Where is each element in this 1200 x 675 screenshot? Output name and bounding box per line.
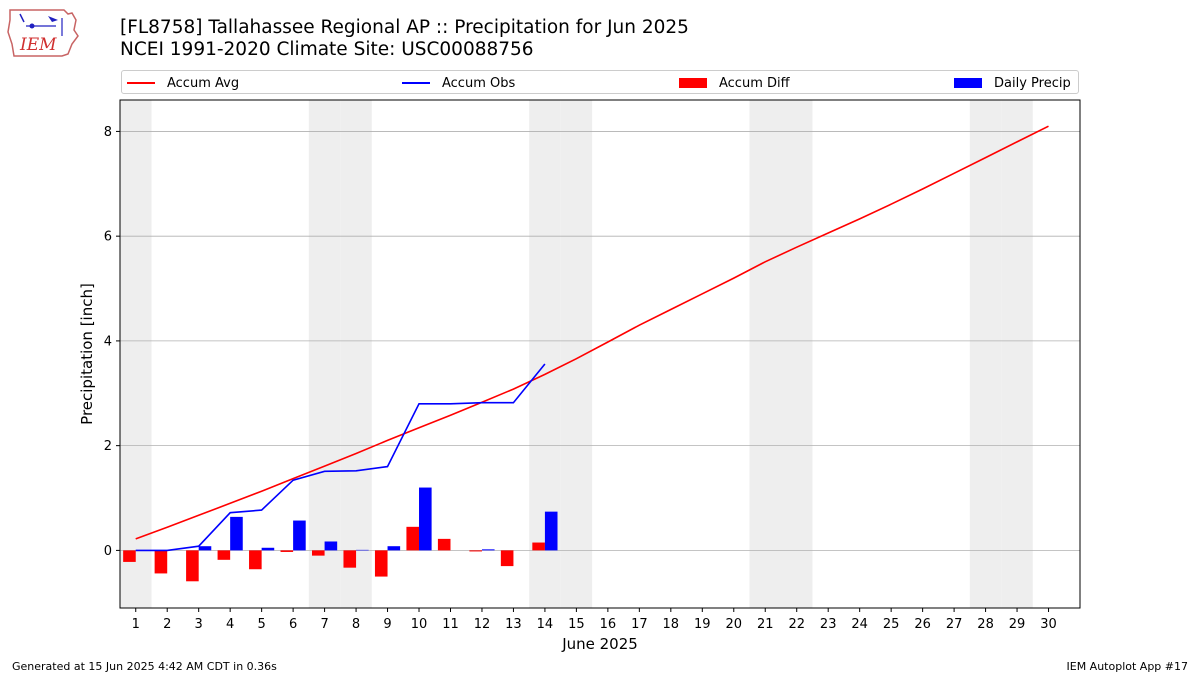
y-tick-label: 2 — [104, 439, 112, 454]
legend-swatch-accum-diff — [679, 78, 707, 88]
legend-swatch-daily-precip — [954, 78, 982, 88]
daily-precip-bar — [324, 541, 338, 551]
plot-frame — [119, 99, 1081, 609]
legend-label-accum-avg: Accum Avg — [167, 75, 240, 91]
daily-precip-bar — [261, 547, 275, 551]
weekend-band — [120, 100, 152, 608]
daily-precip-bar — [198, 546, 212, 551]
x-tick-label: 24 — [851, 617, 868, 632]
daily-precip-bar — [293, 520, 306, 551]
accum-diff-bar — [406, 526, 420, 551]
x-tick-label: 22 — [788, 617, 805, 632]
x-tick-label: 23 — [820, 617, 837, 632]
accum-diff-bar — [154, 550, 168, 574]
accum-diff-bar — [437, 538, 451, 551]
x-tick-label: 8 — [352, 617, 360, 632]
daily-precip-bar — [230, 516, 243, 551]
weekend-band — [749, 100, 781, 608]
y-tick-label: 6 — [104, 230, 112, 245]
legend: Accum Avg Accum Obs Accum Diff Daily Pre… — [121, 70, 1079, 94]
x-tick-label: 30 — [1040, 617, 1057, 632]
logo-text: IEM — [19, 35, 57, 55]
x-tick-label: 28 — [977, 617, 994, 632]
x-tick-label: 6 — [289, 617, 297, 632]
accum-diff-bar — [500, 550, 514, 567]
x-tick-label: 18 — [663, 617, 680, 632]
accum-diff-bar — [312, 550, 325, 556]
x-tick-label: 7 — [320, 617, 328, 632]
footer-generated: Generated at 15 Jun 2025 4:42 AM CDT in … — [12, 660, 277, 673]
x-tick-label: 5 — [257, 617, 265, 632]
x-tick-label: 26 — [914, 617, 931, 632]
accum-diff-bar — [343, 550, 357, 568]
x-tick-label: 14 — [537, 617, 554, 632]
x-tick-label: 13 — [505, 617, 522, 632]
accum-avg-line — [135, 125, 1049, 540]
x-tick-label: 9 — [383, 617, 391, 632]
legend-item-accum-diff: Accum Diff — [679, 74, 790, 92]
weekend-band — [969, 100, 1002, 608]
x-tick-label: 21 — [757, 617, 774, 632]
x-tick-label: 20 — [725, 617, 742, 632]
iem-logo: IEM — [6, 4, 82, 60]
legend-label-accum-diff: Accum Diff — [719, 75, 790, 91]
daily-precip-bar — [544, 511, 558, 551]
daily-precip-bar — [481, 549, 495, 551]
accum-diff-bar — [280, 550, 294, 552]
x-tick-label: 17 — [631, 617, 648, 632]
accum-diff-bar — [469, 550, 482, 552]
x-tick-label: 4 — [226, 617, 234, 632]
x-tick-label: 12 — [474, 617, 491, 632]
footer-app: IEM Autoplot App #17 — [1066, 660, 1189, 673]
chart-subtitle: NCEI 1991-2020 Climate Site: USC00088756 — [120, 39, 534, 60]
x-tick-label: 16 — [600, 617, 617, 632]
x-tick-label: 27 — [946, 617, 963, 632]
accum-diff-bar — [186, 550, 199, 582]
weekend-band — [308, 100, 341, 608]
x-tick-label: 2 — [163, 617, 171, 632]
accum-diff-bar — [123, 550, 136, 562]
x-tick-label: 19 — [694, 617, 711, 632]
weekend-band — [340, 100, 372, 608]
accum-diff-bar — [532, 542, 545, 551]
y-tick-label: 0 — [104, 544, 112, 559]
weekend-band — [560, 100, 593, 608]
legend-item-accum-obs: Accum Obs — [402, 74, 515, 92]
y-tick-label: 4 — [104, 334, 112, 349]
accum-diff-bar — [249, 550, 262, 570]
daily-precip-bar — [419, 487, 432, 551]
x-axis-label: June 2025 — [561, 635, 638, 653]
legend-label-accum-obs: Accum Obs — [442, 75, 516, 91]
legend-item-daily-precip: Daily Precip — [954, 74, 1071, 92]
y-axis-label: Precipitation [inch] — [78, 283, 96, 425]
x-tick-label: 15 — [568, 617, 585, 632]
chart-title: [FL8758] Tallahassee Regional AP :: Prec… — [120, 17, 689, 38]
plot-area — [120, 100, 1080, 608]
daily-precip-bar — [387, 546, 401, 551]
legend-item-accum-avg: Accum Avg — [127, 74, 239, 92]
x-tick-label: 3 — [195, 617, 203, 632]
x-tick-label: 29 — [1009, 617, 1026, 632]
weekend-band — [780, 100, 813, 608]
x-tick-label: 1 — [132, 617, 140, 632]
y-tick-label: 8 — [104, 125, 112, 140]
x-tick-label: 10 — [411, 617, 428, 632]
legend-swatch-accum-obs — [402, 82, 430, 84]
x-tick-label: 25 — [883, 617, 900, 632]
accum-obs-line — [135, 363, 546, 552]
legend-label-daily-precip: Daily Precip — [994, 75, 1071, 91]
accum-diff-bar — [374, 550, 388, 577]
x-tick-label: 11 — [442, 617, 459, 632]
legend-swatch-accum-avg — [127, 82, 155, 84]
weekend-band — [1001, 100, 1033, 608]
accum-diff-bar — [217, 550, 231, 560]
daily-precip-bar — [356, 549, 369, 551]
